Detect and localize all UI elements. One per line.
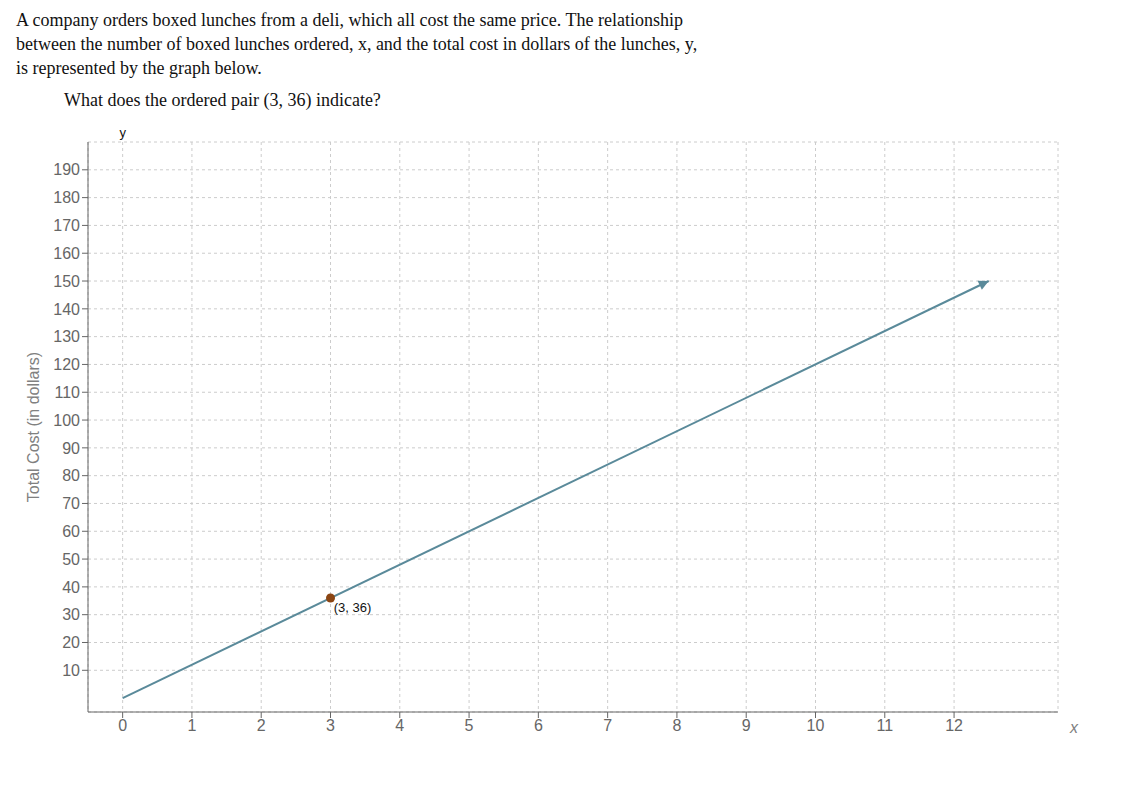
- svg-text:80: 80: [62, 467, 80, 484]
- svg-text:60: 60: [62, 523, 80, 540]
- svg-text:7: 7: [603, 717, 612, 734]
- svg-text:5: 5: [465, 717, 474, 734]
- svg-text:140: 140: [53, 301, 80, 318]
- svg-text:30: 30: [62, 606, 80, 623]
- svg-text:100: 100: [53, 412, 80, 429]
- svg-text:90: 90: [62, 440, 80, 457]
- svg-text:0: 0: [118, 717, 127, 734]
- svg-text:2: 2: [257, 717, 266, 734]
- svg-text:190: 190: [53, 161, 80, 178]
- svg-text:120: 120: [53, 356, 80, 373]
- svg-text:160: 160: [53, 245, 80, 262]
- svg-text:3: 3: [326, 717, 335, 734]
- svg-text:6: 6: [534, 717, 543, 734]
- html-text:between the number of boxed lu: between the number of boxed lunches orde…: [16, 34, 698, 54]
- svg-text:4: 4: [395, 717, 404, 734]
- svg-text:y: y: [119, 125, 126, 140]
- svg-text:110: 110: [54, 384, 80, 401]
- svg-text:10: 10: [62, 662, 80, 679]
- svg-text:70: 70: [62, 495, 80, 512]
- svg-text:x: x: [1069, 719, 1079, 736]
- svg-text:1: 1: [187, 717, 196, 734]
- svg-text:40: 40: [62, 579, 80, 596]
- svg-text:20: 20: [62, 634, 80, 651]
- svg-text:10: 10: [807, 717, 825, 734]
- html-text:What does the ordered pair (3,: What does the ordered pair (3, 36) indic…: [64, 90, 381, 110]
- svg-text:(3, 36): (3, 36): [334, 600, 372, 615]
- svg-text:130: 130: [53, 328, 80, 345]
- html-text:is represented by the graph be: is represented by the graph below.: [16, 58, 262, 78]
- svg-text:170: 170: [53, 217, 80, 234]
- svg-text:150: 150: [53, 273, 80, 290]
- svg-text:Total Cost (in dollars): Total Cost (in dollars): [25, 352, 42, 502]
- html-text:A company orders boxed lunches: A company orders boxed lunches from a de…: [16, 10, 683, 30]
- svg-text:8: 8: [672, 717, 681, 734]
- svg-text:50: 50: [62, 551, 80, 568]
- svg-text:180: 180: [53, 189, 80, 206]
- svg-text:11: 11: [876, 717, 893, 734]
- svg-text:9: 9: [742, 717, 751, 734]
- svg-text:12: 12: [945, 717, 963, 734]
